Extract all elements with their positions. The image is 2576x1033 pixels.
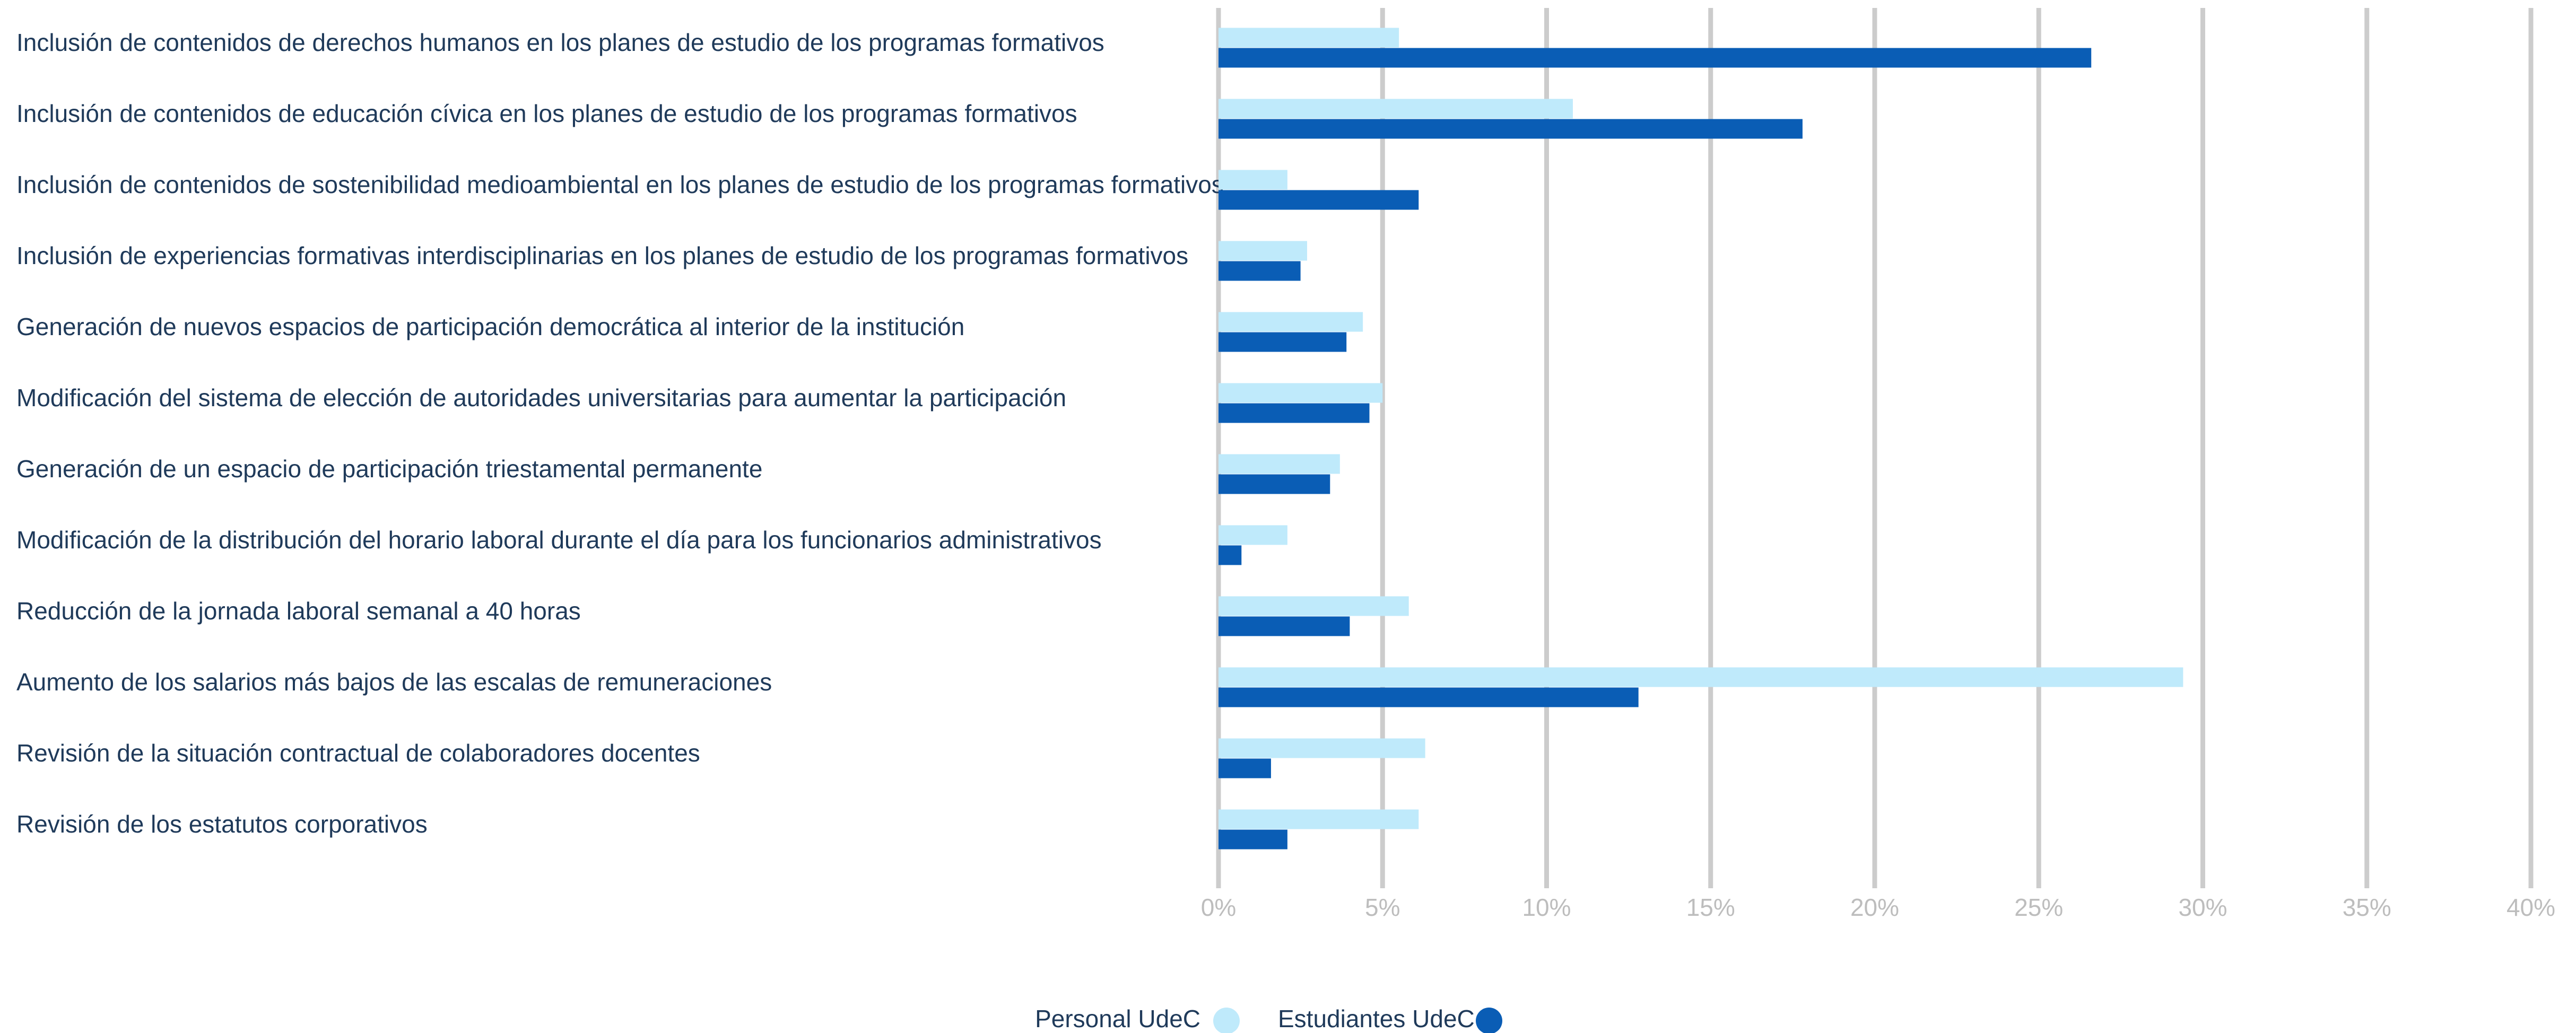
bar [1219,99,1573,119]
bar [1219,596,1409,616]
legend-label: Personal UdeC [1035,1005,1200,1032]
bar [1219,383,1383,403]
bar [1219,738,1425,758]
x-tick-label: 15% [1686,894,1735,921]
bar [1219,525,1287,545]
category-label: Revisión de los estatutos corporativos [16,810,428,838]
legend-label: Estudiantes UdeC [1278,1005,1475,1032]
bar [1219,829,1287,850]
x-tick-label: 5% [1365,894,1400,921]
bar [1219,241,1307,261]
bar [1219,28,1399,48]
x-tick-label: 0% [1201,894,1236,921]
x-tick-label: 25% [2014,894,2063,921]
x-tick-label: 10% [1522,894,1571,921]
category-label: Inclusión de experiencias formativas int… [16,242,1188,269]
category-label: Modificación de la distribución del hora… [16,526,1102,554]
legend-swatch [1213,1008,1240,1033]
bar [1219,474,1330,494]
category-label: Reducción de la jornada laboral semanal … [16,597,581,625]
category-label: Revisión de la situación contractual de … [16,739,700,767]
bar [1219,667,2183,687]
category-label: Modificación del sistema de elección de … [16,384,1066,412]
bar [1219,454,1340,474]
category-label: Generación de nuevos espacios de partici… [16,313,964,340]
bar [1219,616,1350,636]
bar [1219,545,1242,565]
bar [1219,190,1419,210]
bar [1219,48,2092,68]
legend-swatch [1476,1008,1502,1033]
bar [1219,809,1419,829]
x-tick-label: 20% [1850,894,1899,921]
bar [1219,403,1370,423]
bar [1219,332,1347,352]
bar [1219,687,1639,707]
bar [1219,119,1803,139]
x-tick-label: 35% [2343,894,2391,921]
category-label: Inclusión de contenidos de sostenibilida… [16,171,1224,198]
bar [1219,261,1301,281]
category-label: Inclusión de contenidos de educación cív… [16,100,1077,127]
bar [1219,170,1287,190]
category-label: Generación de un espacio de participació… [16,455,762,483]
category-label: Aumento de los salarios más bajos de las… [16,668,772,696]
bar [1219,758,1271,778]
x-tick-label: 30% [2178,894,2227,921]
category-label: Inclusión de contenidos de derechos huma… [16,29,1104,56]
bar [1219,312,1363,332]
x-tick-label: 40% [2507,894,2555,921]
